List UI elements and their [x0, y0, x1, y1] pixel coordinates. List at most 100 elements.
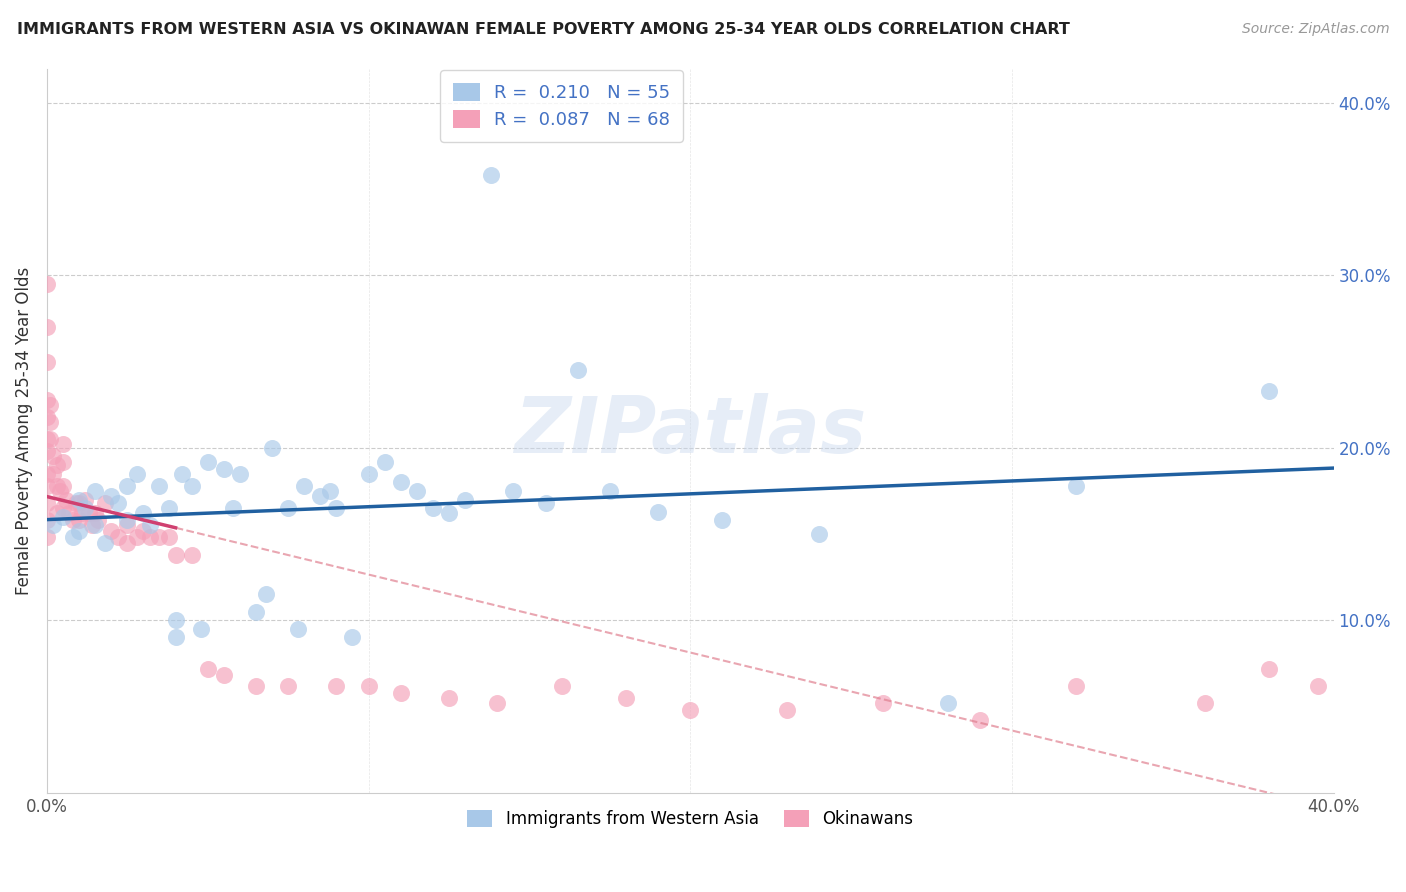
- Point: [287, 622, 309, 636]
- Point: [776, 703, 799, 717]
- Point: [58, 506, 80, 520]
- Text: ZIPatlas: ZIPatlas: [515, 392, 866, 468]
- Point: [389, 475, 412, 490]
- Point: [117, 518, 139, 533]
- Point: [84, 518, 107, 533]
- Point: [486, 696, 509, 710]
- Point: [52, 437, 75, 451]
- Point: [807, 527, 830, 541]
- Point: [139, 531, 162, 545]
- Text: Source: ZipAtlas.com: Source: ZipAtlas.com: [1241, 22, 1389, 37]
- Point: [84, 483, 107, 498]
- Point: [62, 513, 84, 527]
- Point: [35, 320, 58, 334]
- Point: [35, 354, 58, 368]
- Point: [1194, 696, 1216, 710]
- Point: [39, 415, 62, 429]
- Point: [55, 492, 77, 507]
- Point: [479, 169, 502, 183]
- Point: [39, 432, 62, 446]
- Point: [62, 531, 84, 545]
- Point: [35, 444, 58, 458]
- Point: [165, 613, 187, 627]
- Point: [35, 467, 58, 481]
- Point: [35, 531, 58, 545]
- Point: [117, 535, 139, 549]
- Point: [389, 686, 412, 700]
- Point: [277, 501, 299, 516]
- Text: IMMIGRANTS FROM WESTERN ASIA VS OKINAWAN FEMALE POVERTY AMONG 25-34 YEAR OLDS CO: IMMIGRANTS FROM WESTERN ASIA VS OKINAWAN…: [17, 22, 1070, 37]
- Point: [422, 501, 444, 516]
- Point: [229, 467, 252, 481]
- Point: [100, 524, 122, 538]
- Point: [437, 690, 460, 705]
- Point: [45, 506, 67, 520]
- Point: [65, 496, 87, 510]
- Point: [87, 513, 110, 527]
- Point: [262, 441, 284, 455]
- Point: [52, 455, 75, 469]
- Point: [45, 458, 67, 472]
- Point: [180, 479, 202, 493]
- Point: [872, 696, 894, 710]
- Point: [107, 531, 129, 545]
- Point: [245, 679, 267, 693]
- Point: [342, 631, 364, 645]
- Point: [94, 535, 117, 549]
- Point: [212, 461, 235, 475]
- Point: [357, 679, 380, 693]
- Point: [148, 479, 170, 493]
- Point: [84, 506, 107, 520]
- Legend: Immigrants from Western Asia, Okinawans: Immigrants from Western Asia, Okinawans: [461, 804, 920, 835]
- Point: [1258, 384, 1281, 398]
- Point: [52, 509, 75, 524]
- Point: [936, 696, 959, 710]
- Point: [599, 483, 621, 498]
- Point: [1306, 679, 1329, 693]
- Point: [437, 506, 460, 520]
- Point: [197, 455, 219, 469]
- Point: [67, 492, 90, 507]
- Point: [1064, 679, 1087, 693]
- Point: [567, 363, 589, 377]
- Point: [277, 679, 299, 693]
- Point: [190, 622, 212, 636]
- Point: [35, 432, 58, 446]
- Point: [679, 703, 702, 717]
- Y-axis label: Female Poverty Among 25-34 Year Olds: Female Poverty Among 25-34 Year Olds: [15, 267, 32, 595]
- Point: [309, 489, 332, 503]
- Point: [35, 496, 58, 510]
- Point: [52, 501, 75, 516]
- Point: [1258, 661, 1281, 675]
- Point: [45, 479, 67, 493]
- Point: [67, 496, 90, 510]
- Point: [197, 661, 219, 675]
- Point: [35, 479, 58, 493]
- Point: [245, 605, 267, 619]
- Point: [125, 531, 148, 545]
- Point: [72, 506, 94, 520]
- Point: [42, 450, 65, 464]
- Point: [614, 690, 637, 705]
- Point: [292, 479, 315, 493]
- Point: [132, 524, 155, 538]
- Point: [222, 501, 245, 516]
- Point: [94, 496, 117, 510]
- Point: [165, 548, 187, 562]
- Point: [502, 483, 524, 498]
- Point: [325, 679, 347, 693]
- Point: [100, 489, 122, 503]
- Point: [52, 479, 75, 493]
- Point: [165, 631, 187, 645]
- Point: [35, 409, 58, 424]
- Point: [254, 587, 277, 601]
- Point: [1064, 479, 1087, 493]
- Point: [39, 398, 62, 412]
- Point: [212, 668, 235, 682]
- Point: [77, 506, 100, 520]
- Point: [67, 524, 90, 538]
- Point: [42, 467, 65, 481]
- Point: [35, 513, 58, 527]
- Point: [325, 501, 347, 516]
- Point: [319, 483, 342, 498]
